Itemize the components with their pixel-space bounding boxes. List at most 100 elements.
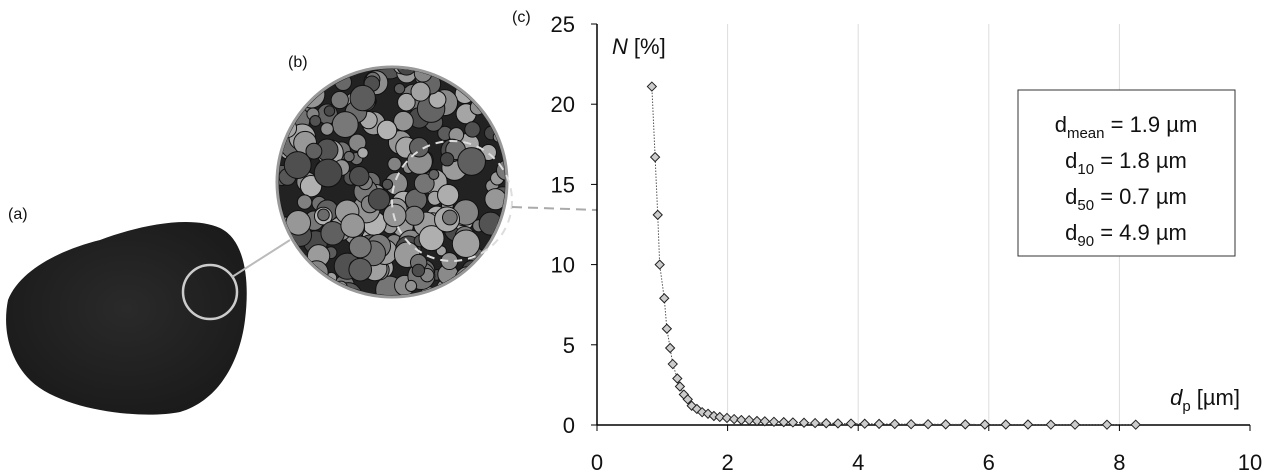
particle [280, 75, 297, 91]
marker [649, 151, 661, 163]
particle [472, 273, 488, 289]
particle [349, 84, 376, 112]
particle [496, 159, 505, 181]
particle [309, 115, 322, 127]
marker [1130, 419, 1141, 430]
particle [304, 260, 329, 285]
particle [357, 147, 369, 159]
particle [331, 111, 359, 138]
marker [778, 416, 789, 428]
particle [405, 279, 418, 292]
x-tick-label: 6 [983, 450, 995, 475]
particle [463, 284, 492, 295]
x-tick-label: 2 [721, 450, 733, 475]
y-axis-symbol: N [612, 34, 628, 59]
marker [751, 415, 763, 427]
particle [428, 168, 440, 180]
particle [478, 267, 502, 291]
marker [652, 209, 663, 221]
particle [479, 69, 493, 81]
x-axis-unit: [µm] [1197, 385, 1240, 410]
zoom-line [231, 239, 291, 278]
y-axis-label: N [%] [612, 34, 666, 59]
x-tick-label: 8 [1113, 450, 1125, 475]
particle [349, 166, 370, 187]
marker [682, 394, 693, 405]
x-tick-label: 10 [1238, 450, 1262, 475]
marker [728, 413, 740, 425]
marker [1101, 419, 1113, 430]
particle [489, 260, 505, 287]
marker [820, 418, 832, 429]
particle [279, 244, 290, 267]
marker [674, 381, 686, 392]
annotation-subscript: 10 [1077, 161, 1094, 178]
x-axis-subscript: p [1182, 398, 1190, 415]
particle [297, 80, 326, 109]
panel-label: (a) [8, 206, 28, 223]
marker [661, 323, 673, 334]
particle [279, 75, 297, 99]
x-tick-label: 0 [591, 450, 603, 475]
marker [1045, 419, 1057, 430]
marker [922, 418, 934, 430]
particle [286, 101, 298, 114]
particle [441, 209, 458, 226]
marker [889, 418, 900, 430]
y-tick-label: 10 [551, 253, 575, 278]
particle [285, 69, 307, 89]
annotation-subscript: 50 [1077, 197, 1094, 214]
panel-label: (b) [288, 54, 308, 71]
particle [437, 184, 460, 207]
marker [743, 414, 755, 426]
particle [330, 90, 349, 110]
annotation: d10 = 1.8 µm [1065, 148, 1187, 178]
annotation-text: = 4.9 µm [1094, 220, 1187, 245]
zoom-line [511, 206, 598, 211]
particle [457, 147, 486, 176]
particle [294, 79, 307, 91]
particle [478, 69, 505, 84]
marker [873, 418, 885, 430]
annotation-subscript: mean [1067, 125, 1105, 142]
particle [323, 105, 336, 117]
particle [418, 225, 445, 252]
particle [340, 213, 365, 238]
particle [296, 194, 313, 210]
zoom-circle [391, 140, 513, 262]
particle [463, 266, 492, 294]
particle [487, 243, 505, 272]
particle [410, 81, 431, 102]
y-axis-unit: [%] [634, 34, 666, 59]
particle [279, 264, 295, 287]
y-tick-label: 0 [563, 413, 575, 438]
marker [787, 417, 799, 428]
particle [279, 77, 297, 105]
marker [672, 373, 683, 384]
particle [348, 257, 373, 282]
marker [1000, 419, 1011, 430]
marker [960, 419, 971, 430]
marker [940, 419, 951, 430]
particle [411, 263, 426, 278]
marker [768, 416, 780, 427]
particle [279, 91, 293, 112]
marker [1022, 419, 1034, 430]
particle [348, 235, 372, 259]
particle [397, 92, 416, 112]
particle [367, 188, 391, 211]
particle [409, 137, 430, 158]
annotation-text: = 1.9 µm [1105, 112, 1198, 137]
particle [404, 205, 425, 226]
x-axis-label: dp [µm] [1170, 385, 1240, 415]
particle [387, 156, 402, 172]
y-tick-label: 20 [551, 92, 575, 117]
marker [664, 342, 676, 354]
particle [279, 267, 292, 292]
particle [316, 69, 336, 84]
particle [473, 70, 490, 87]
annotation: d50 = 0.7 µm [1065, 184, 1187, 214]
particle [331, 69, 348, 76]
